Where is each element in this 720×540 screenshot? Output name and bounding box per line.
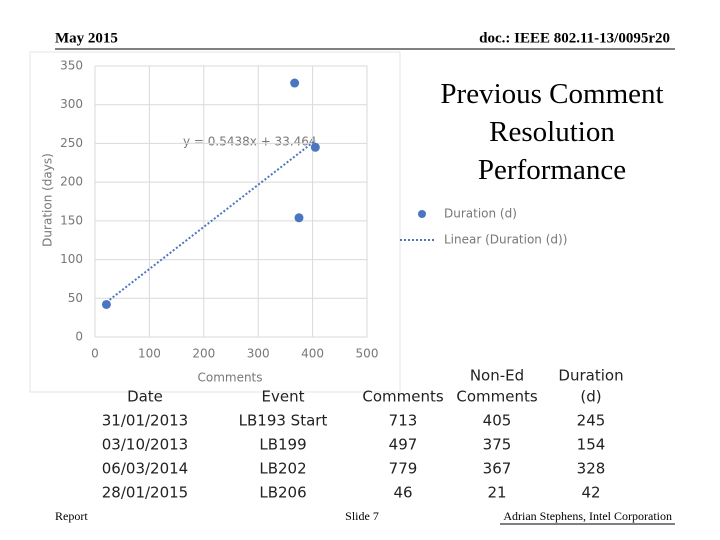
y-tick-label: 250 xyxy=(60,136,83,150)
table-header: Date xyxy=(127,388,163,406)
x-tick-label: 500 xyxy=(356,347,379,361)
table-cell: 375 xyxy=(483,436,512,454)
table-cell: 28/01/2015 xyxy=(102,484,188,502)
table-header: Non-Ed xyxy=(470,367,524,385)
table-cell: 713 xyxy=(389,412,418,430)
footer-left: Report xyxy=(55,509,88,523)
footer-right: Adrian Stephens, Intel Corporation xyxy=(503,509,672,523)
trendline xyxy=(105,139,316,304)
table-cell: 779 xyxy=(389,460,418,478)
table-cell: LB206 xyxy=(259,484,306,502)
x-tick-label: 100 xyxy=(138,347,161,361)
y-tick-label: 200 xyxy=(60,175,83,189)
point xyxy=(294,213,304,223)
table-header: (d) xyxy=(580,388,601,406)
table-cell: LB202 xyxy=(259,460,306,478)
x-tick-label: 0 xyxy=(91,347,99,361)
table-cell: 497 xyxy=(389,436,418,454)
table-header: Event xyxy=(262,388,305,406)
y-tick-label: 0 xyxy=(75,330,83,344)
slide-title: Previous Comment Resolution Performance xyxy=(440,78,663,186)
table-header: Comments xyxy=(362,388,443,406)
table-cell: 367 xyxy=(483,460,512,478)
y-axis-title: Duration (days) xyxy=(41,153,55,247)
table-cell: LB199 xyxy=(259,436,306,454)
legend-label: Linear (Duration (d)) xyxy=(444,233,567,247)
table-cell: 42 xyxy=(581,484,600,502)
point xyxy=(310,142,320,152)
table-header: Comments xyxy=(456,388,537,406)
legend-marker xyxy=(418,210,426,218)
x-tick-label: 200 xyxy=(192,347,215,361)
point xyxy=(101,299,111,309)
point xyxy=(290,78,300,88)
chart-frame xyxy=(29,51,401,393)
table-header: Duration xyxy=(558,367,623,385)
header-left: May 2015 xyxy=(55,30,118,46)
header-right: doc.: IEEE 802.11-13/0095r20 xyxy=(479,30,670,46)
y-tick-label: 50 xyxy=(68,291,83,305)
y-tick-label: 100 xyxy=(60,252,83,266)
y-tick-label: 300 xyxy=(60,97,83,111)
x-tick-label: 400 xyxy=(301,347,324,361)
legend-label: Duration (d) xyxy=(444,207,517,221)
table-cell: 405 xyxy=(483,412,512,430)
x-axis-title: Comments xyxy=(197,371,262,385)
table-cell: 328 xyxy=(577,460,606,478)
table-cell: 154 xyxy=(577,436,606,454)
footer-center: Slide 7 xyxy=(345,509,379,523)
table-cell: 46 xyxy=(393,484,412,502)
table-cell: 31/01/2013 xyxy=(102,412,188,430)
table-cell: 21 xyxy=(487,484,506,502)
y-tick-label: 350 xyxy=(60,59,83,73)
x-tick-label: 300 xyxy=(247,347,270,361)
table-cell: 06/03/2014 xyxy=(102,460,188,478)
table-cell: LB193 Start xyxy=(239,412,328,430)
table-cell: 245 xyxy=(577,412,606,430)
table-cell: 03/10/2013 xyxy=(102,436,188,454)
y-tick-label: 150 xyxy=(60,213,83,227)
trendline-label: y = 0.5438x + 33.464 xyxy=(183,135,317,149)
